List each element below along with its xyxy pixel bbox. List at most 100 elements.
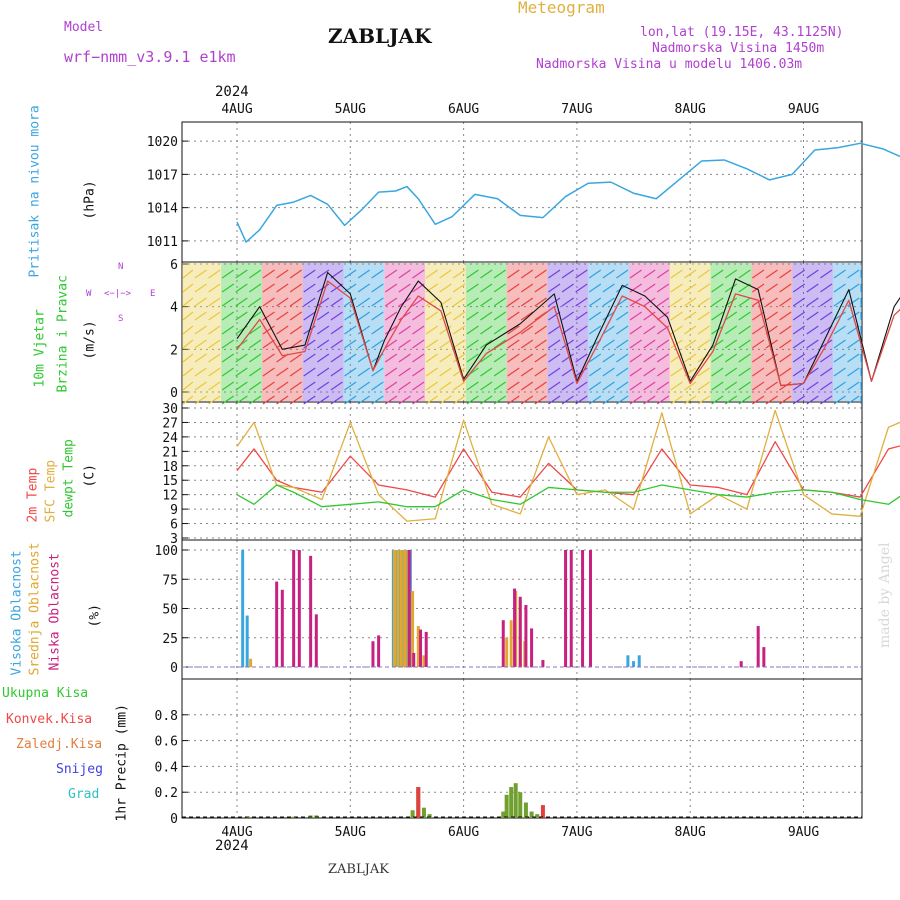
rose-cross-icon: <−|−> <box>104 289 132 299</box>
wind-barb-icon <box>779 367 792 377</box>
wind-barb-icon <box>371 297 384 307</box>
cloud-bar <box>416 626 420 667</box>
wind-barb-band <box>193 263 208 401</box>
wind-barb-icon <box>548 283 561 293</box>
wind-barb-icon <box>670 311 683 321</box>
cloud-bar <box>377 635 381 667</box>
wind-barb-icon <box>452 367 466 377</box>
wind-barb-icon <box>221 269 235 279</box>
wind-barb-icon <box>684 353 697 363</box>
cloud-bar <box>509 620 513 667</box>
wind-barb-icon <box>602 367 615 377</box>
wind-barb-icon <box>398 353 411 363</box>
wind-barb-icon <box>316 381 330 391</box>
cloud-bar <box>626 655 630 667</box>
model-elevation-label: Nadmorska Visina u modelu 1406.03m <box>536 57 803 72</box>
wind-barb-icon <box>452 353 466 363</box>
cloud-bar <box>412 652 416 667</box>
wind-barb-icon <box>575 353 588 363</box>
y-tick-label: 100 <box>155 544 178 559</box>
coords-label: lon,lat (19.15E, 43.1125N) <box>640 25 844 40</box>
wind-barb-icon <box>208 297 221 307</box>
wind-barb-band <box>520 263 534 401</box>
y-tick-label: 0.4 <box>155 760 179 775</box>
wind-barb-icon <box>262 395 275 405</box>
day-label-bottom: 5AUG <box>335 825 366 840</box>
wind-barb-band <box>221 263 235 401</box>
wind-barb-icon <box>643 297 656 307</box>
wind-barb-icon <box>643 311 656 321</box>
y-tick-label: 1017 <box>147 168 178 183</box>
wind-barb-icon <box>792 311 806 321</box>
wind-barb-icon <box>616 395 629 405</box>
wind-barb-icon <box>765 395 778 405</box>
wind-barb-icon <box>724 367 738 377</box>
wind-barb-icon <box>588 381 602 391</box>
y-tick-label: 3 <box>170 532 178 547</box>
wind-barb-icon <box>833 367 846 377</box>
wind-barb-icon <box>534 395 547 405</box>
wind-barb-icon <box>575 297 588 307</box>
wind-barb-icon <box>208 311 221 321</box>
wind-barb-icon <box>439 283 452 293</box>
wind-barb-icon <box>248 395 262 405</box>
wind-barb-icon <box>493 269 506 279</box>
wind-barb-icon <box>262 311 275 321</box>
cloud-bar <box>403 550 407 667</box>
wind-barb-icon <box>182 395 194 405</box>
wind-barb-icon <box>412 395 425 405</box>
wind-barb-icon <box>289 325 303 335</box>
wind-barb-icon <box>357 311 371 321</box>
wind-barb-icon <box>548 339 561 349</box>
wind-barb-icon <box>561 269 574 279</box>
wind-barb-icon <box>711 283 724 293</box>
wind-barb-icon <box>738 269 751 279</box>
wind-barb-icon <box>711 325 724 335</box>
wind-barb-icon <box>330 269 343 279</box>
y-tick-label: 27 <box>162 416 178 431</box>
wind-barb-icon <box>833 283 846 293</box>
wind-barb-icon <box>480 325 493 335</box>
wind-barb-icon <box>357 339 371 349</box>
wind-barb-icon <box>344 353 357 363</box>
wind-barb-icon <box>833 395 846 405</box>
y-tick-label: 25 <box>162 632 178 647</box>
wind-barb-icon <box>316 311 330 321</box>
wind-barb-icon <box>357 269 371 279</box>
wind-barb-icon <box>629 381 642 391</box>
wind-barb-icon <box>330 381 343 391</box>
wind-barb-band <box>248 263 262 401</box>
wind-barb-icon <box>779 353 792 363</box>
wind-barb-icon <box>520 297 534 307</box>
wind-barb-icon <box>384 269 398 279</box>
wind-barb-icon <box>724 269 738 279</box>
wind-barb-icon <box>466 311 479 321</box>
wind-barb-icon <box>344 339 357 349</box>
wind-barb-icon <box>194 367 207 377</box>
wind-barb-icon <box>684 339 697 349</box>
wind-barb-icon <box>738 353 751 363</box>
wind-barb-icon <box>752 339 765 349</box>
wind-barb-icon <box>507 339 520 349</box>
cloud-bar <box>399 550 403 667</box>
wind-barb-icon <box>398 395 411 405</box>
wind-barb-icon <box>439 339 452 349</box>
wind-barb-icon <box>182 367 194 377</box>
wind-barb-icon <box>656 339 670 349</box>
wind-barb-icon <box>792 297 806 307</box>
wind-barb-icon <box>466 325 479 335</box>
wind-barb-icon <box>289 395 303 405</box>
wind-barb-icon <box>833 381 846 391</box>
precip-bar <box>410 810 415 818</box>
wind-barb-icon <box>235 269 248 279</box>
precip-bar <box>427 814 432 818</box>
wind-barb-icon <box>425 339 439 349</box>
wind-barb-icon <box>371 283 384 293</box>
wind-barb-icon <box>344 269 357 279</box>
wind-barb-icon <box>412 339 425 349</box>
wind-barb-icon <box>575 283 588 293</box>
cloud-bar <box>739 661 743 667</box>
wind-barb-icon <box>289 297 303 307</box>
wind-barb-icon <box>738 339 751 349</box>
wind-barb-icon <box>792 339 806 349</box>
